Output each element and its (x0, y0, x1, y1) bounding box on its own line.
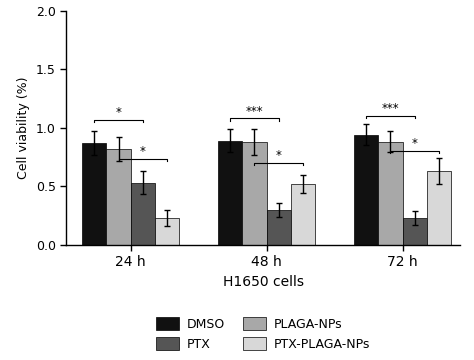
Text: ***: *** (246, 104, 263, 117)
Text: *: * (276, 149, 282, 162)
Bar (107, 149, 131, 245)
Bar (267, 210, 291, 245)
Y-axis label: Cell viability (%): Cell viability (%) (18, 77, 30, 179)
Text: *: * (140, 145, 146, 158)
Bar (354, 135, 378, 245)
Bar (378, 142, 402, 245)
Text: ***: *** (382, 102, 399, 115)
Legend: DMSO, PTX, PLAGA-NPs, PTX-PLAGA-NPs: DMSO, PTX, PLAGA-NPs, PTX-PLAGA-NPs (156, 316, 370, 351)
Bar (402, 218, 427, 245)
Bar (131, 183, 155, 245)
Bar (155, 218, 179, 245)
Bar (82, 143, 107, 245)
Bar (291, 184, 315, 245)
Bar (427, 171, 451, 245)
Text: *: * (412, 137, 418, 150)
Bar (218, 141, 242, 245)
Text: *: * (116, 106, 121, 119)
Bar (242, 142, 267, 245)
X-axis label: H1650 cells: H1650 cells (223, 275, 303, 289)
